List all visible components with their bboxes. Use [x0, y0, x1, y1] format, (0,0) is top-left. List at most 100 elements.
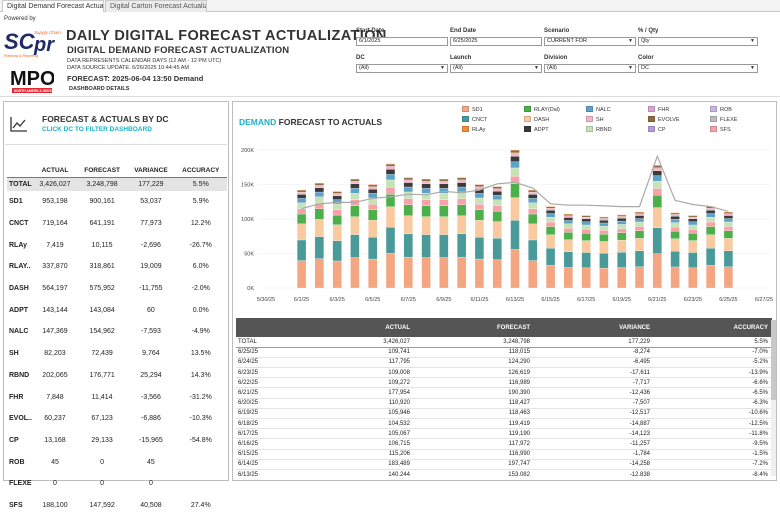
dc-label[interactable]: CNCT — [7, 213, 33, 235]
bar-segment — [671, 227, 680, 231]
bar-segment — [493, 211, 502, 221]
dc-label[interactable]: SH — [7, 343, 33, 365]
bar-segment — [368, 185, 377, 187]
bar-segment — [297, 198, 306, 202]
dc-label[interactable]: ADPT — [7, 299, 33, 321]
cell-date: 6/20/25 — [236, 398, 296, 408]
legend-item[interactable]: SH — [586, 116, 604, 123]
legend-item[interactable]: NALC — [586, 106, 611, 113]
dc-label[interactable]: RLAY.. — [7, 256, 33, 278]
legend-item[interactable]: DASH — [524, 116, 549, 123]
column-header-dc — [7, 164, 33, 177]
legend-item[interactable]: RLAy — [462, 126, 485, 133]
dc-label[interactable]: SFS — [7, 495, 33, 516]
dc-dropdown[interactable]: (All)▼ — [356, 64, 448, 73]
dc-label[interactable]: NALC — [7, 321, 33, 343]
cell-accuracy: -9.5% — [654, 439, 772, 449]
bar-segment — [688, 222, 697, 225]
bar-segment — [493, 206, 502, 212]
bar-segment — [368, 259, 377, 288]
bar-segment — [599, 226, 608, 230]
dc-label[interactable]: CP — [7, 430, 33, 452]
scenario-dropdown[interactable]: CURRENT FOR▼ — [544, 37, 636, 46]
filter-value: 6/25/2025 — [453, 38, 477, 44]
legend-item[interactable]: FLEXE — [710, 116, 737, 123]
dc-label[interactable]: SD1 — [7, 191, 33, 213]
legend-item[interactable]: CP — [648, 126, 666, 133]
filter-label: Color — [638, 55, 758, 61]
filter-label: DC — [356, 55, 448, 61]
dc-label[interactable]: RBND — [7, 365, 33, 387]
dc-label[interactable]: EVOL.. — [7, 408, 33, 430]
dashboard-details-link[interactable]: DASHBOARD DETAILS — [69, 86, 129, 92]
bar-segment — [653, 171, 662, 176]
bar-segment — [635, 231, 644, 239]
dc-label[interactable]: RLAy — [7, 234, 33, 256]
color-dropdown[interactable]: DC▼ — [638, 64, 758, 73]
dc-label[interactable]: ROB — [7, 451, 33, 473]
legend-item[interactable]: CNCT — [462, 116, 487, 123]
start-date-input[interactable]: 6/1/2025 — [356, 37, 448, 46]
legend-item[interactable]: ADPT — [524, 126, 549, 133]
cell-variance: -12,517 — [534, 408, 654, 418]
tab-demand-forecast[interactable]: Digital Demand Forecast Actualization — [2, 0, 104, 12]
legend-item[interactable]: SFS — [710, 126, 731, 133]
legend-swatch — [710, 106, 717, 112]
end-date-input[interactable]: 6/25/2025 — [450, 37, 542, 46]
pct-qty-dropdown[interactable]: Qty▼ — [638, 37, 758, 46]
launch-dropdown[interactable]: (All)▼ — [450, 64, 542, 73]
bar-segment — [546, 207, 555, 208]
cell-forecast: 29,133 — [77, 430, 127, 452]
legend-item[interactable]: FHR — [648, 106, 669, 113]
tab-carton-forecast[interactable]: Digital Carton Forecast Actualization — [105, 0, 207, 12]
bar-segment — [493, 222, 502, 239]
legend-item[interactable]: EVOLVE — [648, 116, 680, 123]
table-scrollbar-thumb[interactable] — [771, 320, 776, 400]
dc-label[interactable]: FHR — [7, 386, 33, 408]
legend-item[interactable]: RLAY(Dal) — [524, 106, 560, 113]
bar-segment — [439, 257, 448, 288]
bar-segment — [457, 257, 466, 288]
dc-label[interactable]: DASH — [7, 278, 33, 300]
svg-text:NORTH AMERICA DIGITAL: NORTH AMERICA DIGITAL — [14, 89, 54, 93]
column-header-forecast: FORECAST — [77, 164, 127, 177]
legend-swatch — [648, 106, 655, 112]
legend-item[interactable]: SD1 — [462, 106, 483, 113]
cell-variance: 40,508 — [127, 495, 174, 516]
legend-item[interactable]: RBND — [586, 126, 612, 133]
legend-item[interactable]: ROB — [710, 106, 732, 113]
division-dropdown[interactable]: (All)▼ — [544, 64, 636, 73]
bar-segment — [511, 249, 520, 288]
powered-by-label: Powered by — [4, 16, 36, 22]
svg-text:Supply Chain: Supply Chain — [34, 30, 61, 35]
